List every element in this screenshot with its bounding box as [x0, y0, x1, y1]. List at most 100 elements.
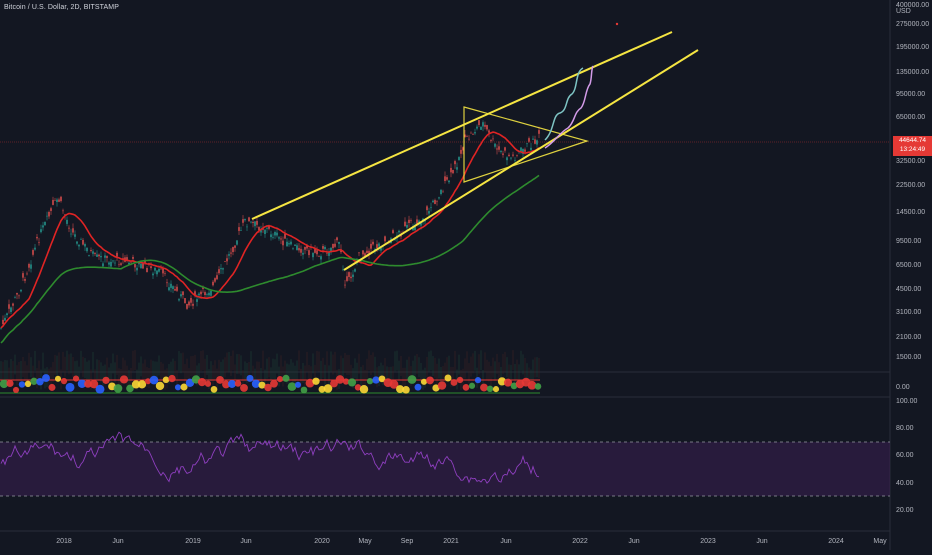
- volume-bar: [380, 362, 382, 383]
- candle-body: [364, 253, 366, 257]
- candle-body: [426, 206, 428, 211]
- indicator-dot: [65, 382, 75, 392]
- candle-body: [230, 252, 232, 254]
- candle-body: [140, 263, 142, 269]
- time-axis[interactable]: 2018 Jun 2019 Jun 2020 May Sep 2021 Jun 2022 Jun 20…: [56, 538, 887, 545]
- indicator-dot: [144, 378, 152, 385]
- candle-body: [142, 263, 144, 269]
- indicator-dot: [0, 379, 9, 389]
- volume-bar: [234, 364, 236, 385]
- volume-bar: [448, 355, 450, 376]
- candle-body: [450, 167, 452, 173]
- candle-body: [458, 157, 460, 161]
- candle-body: [58, 199, 60, 202]
- candle-body: [4, 317, 6, 321]
- volume-bar: [20, 360, 22, 381]
- volume-bar: [390, 366, 392, 387]
- volume-bar: [222, 359, 224, 380]
- volume-bar: [506, 357, 508, 378]
- time-tick-label: Jun: [240, 538, 251, 545]
- volume-bar: [464, 358, 466, 379]
- candle-body: [324, 246, 326, 250]
- candle-body: [446, 177, 448, 180]
- moving-average-slow[interactable]: [0, 174, 540, 344]
- volume-bar: [250, 351, 252, 372]
- volume-bar: [386, 366, 388, 387]
- candle-body: [118, 264, 120, 266]
- volume-bar: [462, 368, 464, 389]
- candle-body: [508, 154, 510, 157]
- candle-body: [414, 225, 416, 231]
- indicator-dot: [48, 383, 56, 391]
- volume-bar: [150, 359, 152, 380]
- indicator-dot: [462, 384, 470, 391]
- symbol-title[interactable]: Bitcoin / U.S. Dollar, 2D, BITSTAMP: [4, 4, 120, 11]
- candle-body: [492, 138, 494, 140]
- volume-bar: [536, 357, 538, 378]
- candle-body: [202, 287, 204, 289]
- indicator-dot: [492, 386, 500, 393]
- candle-body: [20, 289, 22, 292]
- volume-bar: [30, 357, 32, 378]
- candle-body: [150, 266, 152, 269]
- volume-bar: [240, 355, 242, 376]
- candle-body: [392, 230, 394, 234]
- indicator-dot: [18, 381, 26, 388]
- volume-bar: [210, 361, 212, 382]
- price-tick-label: 275000.00: [896, 21, 929, 28]
- candle-body: [228, 254, 230, 256]
- volume-bar: [4, 360, 6, 381]
- volume-bar: [212, 365, 214, 386]
- candle-body: [490, 140, 492, 142]
- candle-body: [192, 303, 194, 306]
- lower-trendline[interactable]: [343, 49, 699, 271]
- volume-bar: [526, 363, 528, 384]
- price-tick-label: 1500.00: [896, 354, 921, 361]
- volume-bar: [94, 369, 96, 390]
- volume-bar: [326, 351, 328, 372]
- candle-body: [394, 239, 396, 241]
- time-tick-label: Jun: [628, 538, 639, 545]
- volume-bar: [384, 358, 386, 379]
- projection-path-cyan[interactable]: [544, 67, 584, 141]
- candle-body: [88, 255, 90, 256]
- moving-average-fast[interactable]: [0, 131, 540, 329]
- volume-bar: [174, 361, 176, 382]
- indicator-dot: [474, 377, 482, 384]
- candle-body: [184, 298, 186, 304]
- candle-body: [284, 233, 286, 239]
- candle-body: [258, 227, 260, 231]
- indicator-dot: [240, 383, 248, 392]
- volume-bar: [118, 368, 120, 389]
- volume-bar: [58, 352, 60, 373]
- triangle-pattern[interactable]: [463, 106, 590, 183]
- candle-body: [50, 208, 52, 211]
- volume-bar: [132, 350, 134, 371]
- indicator-dot: [300, 386, 308, 394]
- candle-body: [532, 138, 534, 140]
- candle-body: [208, 292, 210, 296]
- volume-bar: [440, 366, 442, 387]
- volume-bar: [524, 358, 526, 379]
- candle-body: [104, 255, 106, 258]
- price-tick-label: 195000.00: [896, 44, 929, 51]
- volume-bar: [188, 368, 190, 389]
- upper-trendline[interactable]: [251, 31, 673, 220]
- candle-body: [482, 122, 484, 127]
- rsi-line[interactable]: [0, 431, 540, 484]
- volume-bar: [320, 360, 322, 381]
- volume-bar: [142, 363, 144, 384]
- candle-body: [224, 261, 226, 262]
- candle-body: [330, 247, 332, 253]
- candle-body: [18, 295, 20, 297]
- volume-bar: [244, 361, 246, 382]
- volume-bar: [256, 361, 258, 382]
- candle-body: [176, 286, 178, 291]
- volume-bar: [354, 358, 356, 379]
- volume-bar: [180, 353, 182, 374]
- candle-body: [354, 269, 356, 272]
- projection-path-violet[interactable]: [544, 65, 594, 149]
